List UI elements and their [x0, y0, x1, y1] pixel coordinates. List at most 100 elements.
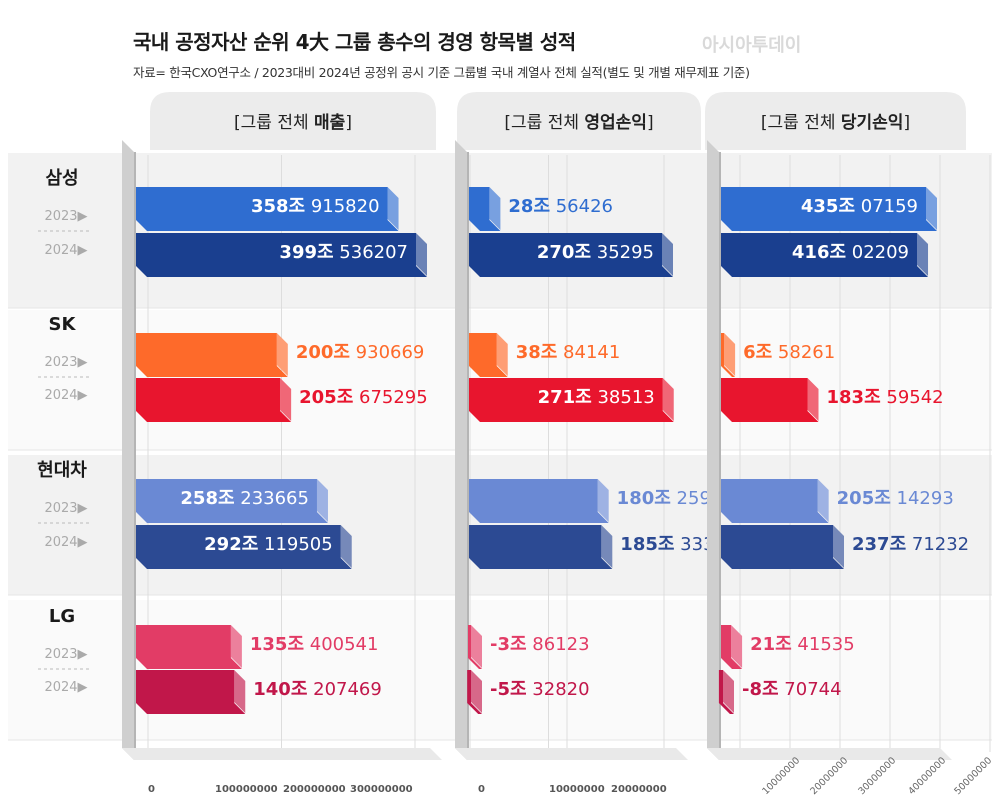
bar-bottom: [469, 411, 674, 422]
data-label: 183조 59542: [827, 387, 944, 408]
bar-bottom: [469, 220, 501, 231]
bar: [136, 670, 235, 703]
axis-line: [467, 152, 469, 760]
bar-side: [662, 378, 674, 421]
axis-floor: [707, 748, 952, 760]
axis-wall: [122, 140, 134, 760]
bar: [469, 479, 598, 512]
bar-bottom: [721, 411, 819, 422]
bar-side: [817, 479, 829, 522]
axis-wall: [455, 140, 467, 760]
bar-bottom: [721, 658, 743, 669]
bar: [467, 670, 471, 703]
x-tick-label: 20000000: [611, 784, 667, 795]
x-tick-label: 200000000: [283, 784, 346, 795]
bar: [136, 187, 388, 220]
chart-title: 국내 공정자산 순위 4大 그룹 총수의 경영 항목별 성적: [133, 30, 576, 54]
bar-side: [230, 625, 242, 668]
bar-bottom: [136, 411, 292, 422]
panel-header-label: [그룹 전체 당기손익]: [761, 113, 910, 133]
source-note: 자료= 한국CXO연구소 / 2023대비 2024년 공정위 공시 기준 그룹…: [133, 65, 750, 80]
data-label: 237조 71232: [852, 534, 969, 555]
bar-bottom: [467, 703, 482, 714]
bar: [469, 233, 662, 266]
x-tick-label: 100000000: [215, 784, 278, 795]
bar-side: [387, 187, 399, 230]
bar-side: [601, 525, 613, 568]
bar-bottom: [136, 703, 246, 714]
bar-bottom: [721, 366, 736, 377]
bar: [469, 525, 602, 558]
axis-floor: [122, 748, 442, 760]
bar: [721, 187, 926, 220]
bar: [721, 333, 725, 366]
data-label: 435조 07159: [801, 196, 918, 217]
x-tick-label: 50000000: [952, 755, 994, 797]
axis-line: [719, 152, 721, 760]
bar-side: [926, 187, 937, 230]
axis-line: [134, 152, 136, 760]
bar-side: [234, 670, 246, 713]
data-label: 205조 675295: [299, 387, 428, 408]
data-label: 38조 84141: [516, 342, 621, 363]
bar-bottom: [136, 366, 288, 377]
bar: [721, 625, 732, 658]
x-tick-label: 20000000: [808, 755, 850, 797]
bar: [721, 525, 834, 558]
year-label: 2023▶: [44, 647, 87, 662]
bar-side: [496, 333, 508, 376]
bar-side: [416, 233, 427, 276]
bar-bottom: [721, 558, 845, 569]
bar-bottom: [469, 512, 609, 523]
year-label: 2024▶: [44, 680, 87, 695]
data-label: 21조 41535: [750, 634, 855, 655]
data-label: 270조 35295: [537, 242, 654, 263]
bar-bottom: [468, 658, 482, 669]
data-label: 28조 56426: [508, 196, 613, 217]
bar-bottom: [136, 220, 399, 231]
bar-bottom: [136, 266, 427, 277]
bar: [721, 479, 818, 512]
data-label: 140조 207469: [253, 679, 382, 700]
axis-wall: [707, 140, 719, 760]
bar-side: [807, 378, 819, 421]
bar: [136, 625, 231, 658]
bar: [136, 479, 317, 512]
bar: [721, 378, 808, 411]
data-label: 200조 930669: [296, 342, 425, 363]
bar-side: [489, 187, 501, 230]
group-name: SK: [49, 314, 77, 335]
bar-side: [316, 479, 328, 522]
bar-side: [597, 479, 609, 522]
bar-bottom: [721, 512, 829, 523]
bar: [469, 187, 490, 220]
bar-bottom: [136, 512, 328, 523]
data-label: 205조 14293: [837, 488, 954, 509]
group-name: 현대차: [37, 460, 87, 481]
panel-header-bg: [705, 92, 966, 150]
panel-header-bg: [150, 92, 436, 150]
watermark-logo: 아시아투데이: [702, 35, 802, 56]
bar: [721, 233, 918, 266]
data-label: 6조 58261: [743, 342, 835, 363]
bar-side: [471, 625, 482, 668]
bar-side: [280, 378, 292, 421]
bar: [718, 670, 723, 703]
data-label: 416조 02209: [792, 242, 909, 263]
year-label: 2023▶: [44, 501, 87, 516]
group-name: LG: [49, 606, 75, 627]
data-label: 271조 38513: [538, 387, 655, 408]
bar-bottom: [718, 703, 734, 714]
bar: [136, 378, 281, 411]
x-tick-label: 10000000: [760, 755, 802, 797]
year-label: 2024▶: [44, 243, 87, 258]
year-label: 2024▶: [44, 388, 87, 403]
bar: [469, 378, 663, 411]
bar-bottom: [721, 266, 929, 277]
year-label: 2024▶: [44, 535, 87, 550]
data-label: 258조 233665: [180, 488, 309, 509]
bar-side: [276, 333, 288, 376]
bar: [136, 233, 416, 266]
bar-bottom: [469, 558, 613, 569]
